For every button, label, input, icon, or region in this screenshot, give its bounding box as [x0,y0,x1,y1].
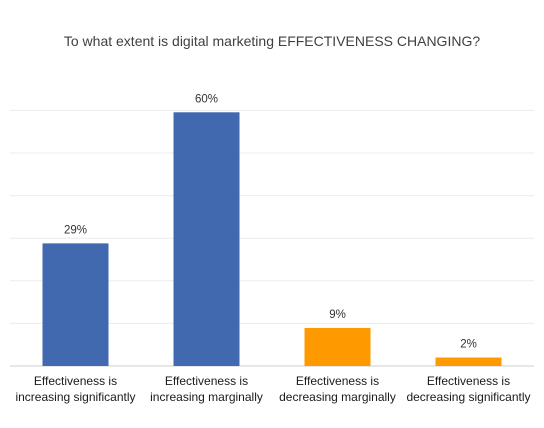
chart-title: To what extent is digital marketing EFFE… [64,33,480,49]
category-label-1-line-1: Effectiveness is [34,374,117,388]
category-label-3-line-1: Effectiveness is [296,374,379,388]
data-label-3: 9% [329,309,346,321]
category-label-2-line-2: increasing marginally [150,390,263,404]
bar-2 [173,112,240,367]
bar-3 [304,327,371,366]
category-label-2-line-1: Effectiveness is [165,374,248,388]
data-label-4: 2% [460,339,477,351]
bars [42,112,502,367]
bar-1 [42,243,109,366]
data-labels: 29% 60% 9% 2% [64,93,477,350]
category-label-4-line-1: Effectiveness is [427,374,510,388]
data-label-1: 29% [64,224,87,236]
data-label-2: 60% [195,93,218,105]
category-label-1-line-2: increasing significantly [15,390,135,404]
category-label-4-line-2: decreasing significantly [406,390,530,404]
category-label-3-line-2: decreasing marginally [279,390,396,404]
category-labels: Effectiveness is increasing significantly… [15,374,530,404]
bar-4 [435,357,502,366]
